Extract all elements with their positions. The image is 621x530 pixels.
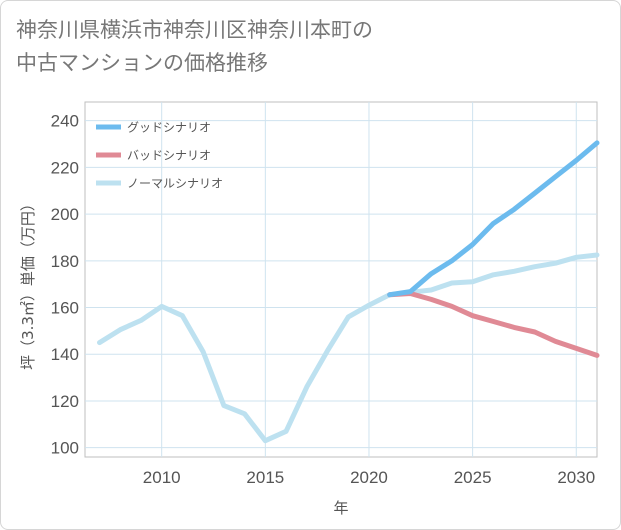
x-tick-label: 2010: [143, 468, 181, 487]
x-tick-label: 2020: [350, 468, 388, 487]
y-tick-label: 120: [51, 392, 79, 411]
chart-title: 神奈川県横浜市神奈川区神奈川本町の 中古マンションの価格推移: [16, 14, 373, 80]
x-tick-labels: 2010 2015 2020 2025 2030: [143, 468, 595, 487]
y-tick-label: 240: [51, 112, 79, 131]
y-tick-label: 140: [51, 345, 79, 364]
legend-label-good: グッドシナリオ: [127, 121, 211, 135]
series-line-good: [387, 140, 600, 298]
x-tick-label: 2015: [246, 468, 284, 487]
y-tick-label: 200: [51, 205, 79, 224]
series-lines: [97, 140, 600, 444]
chart-title-line-1: 神奈川県横浜市神奈川区神奈川本町の: [16, 18, 373, 42]
y-axis-title: 坪（3.3㎡）単価（万円）: [19, 196, 37, 370]
series-line-bad: [387, 291, 600, 358]
y-tick-label: 160: [51, 299, 79, 318]
chart-title-line-2: 中古マンションの価格推移: [16, 51, 268, 75]
plot-border: [84, 101, 598, 458]
plot-area: [84, 101, 598, 458]
y-tick-labels: 100 120 140 160 180 200 220 240: [51, 112, 79, 458]
legend-label-normal: ノーマルシナリオ: [127, 177, 223, 191]
y-gridlines: [85, 120, 597, 449]
legend-label-bad: バッドシナリオ: [127, 149, 211, 163]
y-tick-label: 180: [51, 252, 79, 271]
y-tick-label: 220: [51, 158, 79, 177]
x-axis-title: 年: [333, 499, 348, 517]
x-tick-label: 2030: [557, 468, 595, 487]
series-line-normal: [97, 252, 600, 444]
x-tick-label: 2025: [454, 468, 492, 487]
y-tick-label: 100: [51, 439, 79, 458]
